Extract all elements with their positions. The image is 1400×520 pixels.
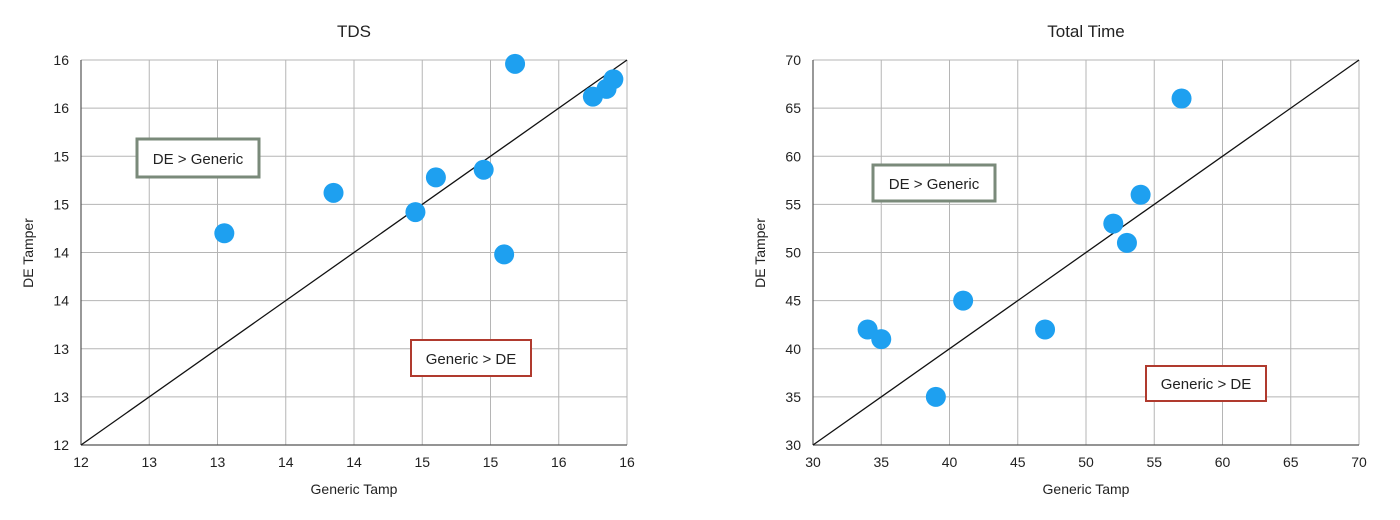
y-tick-label: 50	[785, 245, 801, 261]
scatter-point	[214, 223, 235, 244]
y-tick-label: 14	[53, 245, 69, 261]
y-tick-label: 15	[53, 148, 69, 164]
y-tick-label: 14	[53, 293, 69, 309]
data-points	[857, 88, 1192, 407]
tick-labels: 12 13 13 14 14 15 15 16 16 12 13 13 14 14 15 15 16 16	[53, 52, 635, 470]
x-tick-label: 40	[942, 454, 958, 470]
x-tick-label: 60	[1215, 454, 1231, 470]
identity-line	[812, 59, 1360, 446]
x-tick-label: 14	[346, 454, 362, 470]
x-axis-label: Generic Tamp	[1043, 481, 1130, 497]
y-tick-label: 45	[785, 293, 801, 309]
scatter-point	[953, 290, 974, 311]
x-tick-label: 15	[414, 454, 430, 470]
scatter-point	[1103, 213, 1124, 234]
scatter-point	[473, 159, 494, 180]
annotation-box	[135, 137, 261, 179]
y-tick-label: 40	[785, 341, 801, 357]
total-time-chart: Total Time Generic Tamp DE Tamper 30 35 40…	[752, 22, 1367, 497]
x-tick-label: 30	[805, 454, 821, 470]
tds-chart: TDS Generic Tamp DE Tamper 12 13 13 14 14 15 1…	[20, 22, 635, 497]
tick-labels: 30 35 40 45 50 55 60 65 70 30 35 40 45 50 55 60 65 70	[785, 52, 1367, 470]
scatter-point	[1171, 88, 1192, 109]
annotation-text: Generic > DE	[426, 351, 516, 368]
x-tick-label: 15	[483, 454, 499, 470]
scatter-point	[425, 167, 446, 188]
x-tick-label: 12	[73, 454, 89, 470]
data-points	[214, 53, 624, 265]
annotation-text: Generic > DE	[1161, 376, 1251, 393]
scatter-point	[1116, 232, 1137, 253]
annotation-box	[410, 339, 532, 377]
x-tick-label: 35	[873, 454, 889, 470]
y-tick-label: 15	[53, 196, 69, 212]
x-tick-label: 14	[278, 454, 294, 470]
y-tick-label: 65	[785, 100, 801, 116]
annotation-de-greater: DE > Generic	[871, 163, 997, 203]
identity-line	[80, 59, 628, 446]
annotation-generic-greater: Generic > DE	[410, 339, 532, 377]
x-tick-label: 70	[1351, 454, 1367, 470]
annotation-box	[1145, 365, 1267, 402]
annotation-generic-greater: Generic > DE	[1145, 365, 1267, 402]
scatter-point	[925, 386, 946, 407]
scatter-point	[405, 202, 426, 223]
chart-title: Total Time	[1047, 22, 1124, 41]
x-tick-label: 13	[141, 454, 157, 470]
y-tick-label: 35	[785, 389, 801, 405]
y-tick-label: 60	[785, 148, 801, 164]
reference-line	[80, 59, 628, 446]
scatter-point	[1130, 184, 1151, 205]
y-tick-label: 70	[785, 52, 801, 68]
x-tick-label: 65	[1283, 454, 1299, 470]
y-tick-label: 13	[53, 341, 69, 357]
y-axis-label: DE Tamper	[752, 218, 768, 288]
y-tick-label: 16	[53, 100, 69, 116]
scatter-point	[505, 53, 526, 74]
y-tick-label: 16	[53, 52, 69, 68]
x-tick-label: 13	[210, 454, 226, 470]
reference-line	[812, 59, 1360, 446]
x-tick-label: 16	[619, 454, 635, 470]
x-tick-label: 55	[1146, 454, 1162, 470]
x-tick-label: 16	[551, 454, 567, 470]
y-tick-label: 12	[53, 437, 69, 453]
x-axis-label: Generic Tamp	[311, 481, 398, 497]
scatter-point	[1035, 319, 1056, 340]
y-axis-label: DE Tamper	[20, 218, 36, 288]
annotation-de-greater: DE > Generic	[135, 137, 261, 179]
chart-title: TDS	[337, 22, 371, 41]
x-tick-label: 50	[1078, 454, 1094, 470]
annotation-text: DE > Generic	[153, 151, 244, 168]
scatter-point	[603, 69, 624, 90]
annotation-box	[871, 163, 997, 203]
x-tick-label: 45	[1010, 454, 1026, 470]
y-tick-label: 55	[785, 196, 801, 212]
scatter-point	[871, 329, 892, 350]
y-tick-label: 30	[785, 437, 801, 453]
y-tick-label: 13	[53, 389, 69, 405]
annotation-text: DE > Generic	[889, 176, 980, 193]
scatter-point	[494, 244, 515, 265]
scatter-point	[323, 182, 344, 203]
